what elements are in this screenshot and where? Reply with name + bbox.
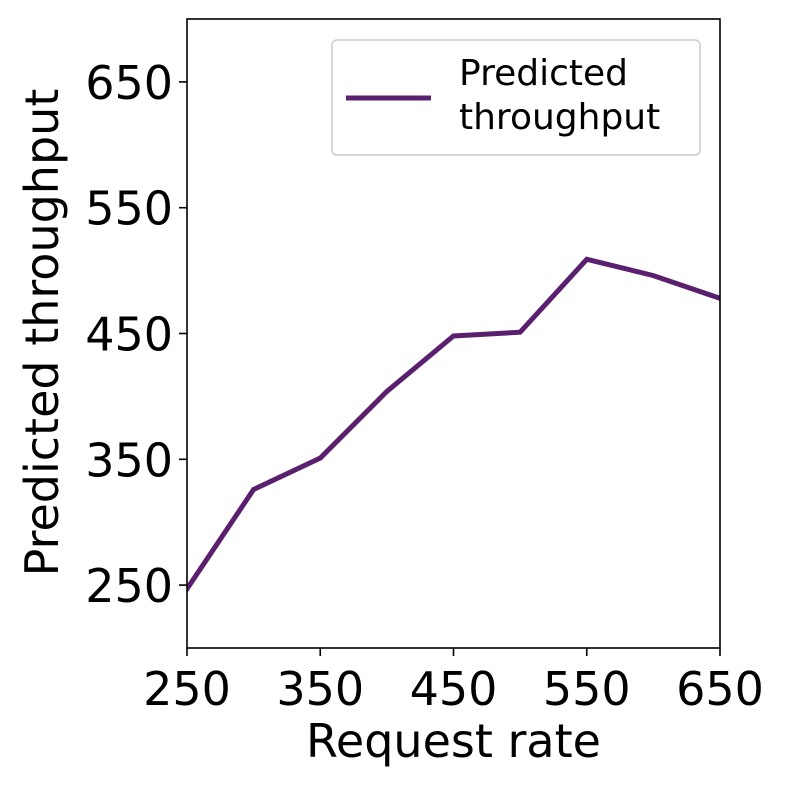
y-tick-label: 650 [85,56,173,110]
x-tick-label: 550 [543,662,631,716]
y-tick-label: 250 [85,559,173,613]
y-tick-group: 250 350 450 550 650 [85,56,187,613]
plot-series-group [187,256,720,593]
y-axis-title: Predicted throughput [15,89,69,577]
legend: Predicted throughput [331,39,701,156]
series-line-0 [187,256,720,593]
x-axis-title: Request rate [306,714,601,768]
x-tick-label: 350 [276,662,364,716]
x-tick-label: 450 [410,662,498,716]
y-tick-label: 450 [85,308,173,362]
x-tick-label: 650 [676,662,764,716]
y-tick-label: 550 [85,182,173,236]
x-tick-label: 250 [143,662,231,716]
y-tick-label: 350 [85,433,173,487]
legend-frame [331,39,701,156]
x-tick-group: 250 350 450 550 650 [143,648,764,716]
legend-label: Predicted throughput [459,53,660,138]
